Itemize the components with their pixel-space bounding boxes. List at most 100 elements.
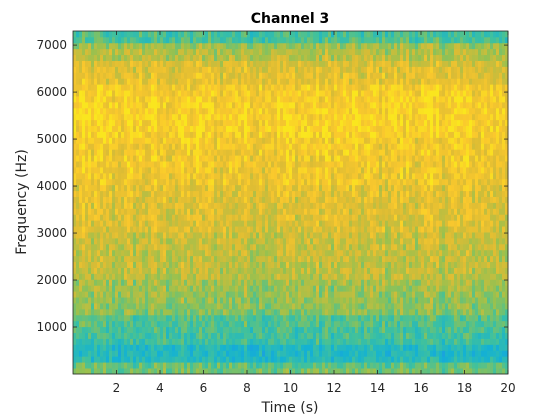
spectrogram-cell bbox=[478, 303, 482, 310]
spectrogram-cell bbox=[121, 214, 125, 221]
spectrogram-cell bbox=[394, 267, 398, 274]
spectrogram-cell bbox=[328, 249, 332, 257]
spectrogram-cell bbox=[382, 249, 386, 257]
spectrogram-cell bbox=[457, 344, 461, 351]
spectrogram-cell bbox=[457, 356, 461, 363]
spectrogram-cell bbox=[85, 208, 89, 215]
spectrogram-cell bbox=[88, 261, 92, 268]
spectrogram-cell bbox=[157, 368, 161, 375]
spectrogram-cell bbox=[499, 338, 503, 345]
spectrogram-cell bbox=[295, 214, 299, 221]
spectrogram-cell bbox=[157, 214, 161, 221]
spectrogram-cell bbox=[433, 261, 437, 268]
spectrogram-cell bbox=[85, 226, 89, 233]
spectrogram-cell bbox=[172, 285, 176, 292]
spectrogram-cell bbox=[208, 303, 212, 310]
spectrogram-cell bbox=[292, 202, 296, 209]
spectrogram-cell bbox=[331, 344, 335, 351]
spectrogram-cell bbox=[421, 255, 425, 263]
spectrogram-cell bbox=[364, 172, 368, 180]
spectrogram-cell bbox=[448, 226, 452, 233]
spectrogram-cell bbox=[349, 184, 353, 192]
spectrogram-cell bbox=[232, 226, 236, 233]
spectrogram-cell bbox=[163, 214, 167, 221]
spectrogram-cell bbox=[124, 261, 128, 268]
spectrogram-cell bbox=[331, 261, 335, 268]
spectrogram-cell bbox=[301, 368, 305, 375]
spectrogram-cell bbox=[379, 297, 383, 304]
spectrogram-cell bbox=[277, 196, 281, 203]
spectrogram-cell bbox=[451, 350, 455, 357]
spectrogram-cell bbox=[442, 190, 446, 197]
spectrogram-cell bbox=[415, 308, 419, 316]
spectrogram-cell bbox=[469, 338, 473, 345]
spectrogram-cell bbox=[235, 232, 239, 239]
spectrogram-cell bbox=[262, 267, 266, 274]
spectrogram-cell bbox=[109, 202, 113, 209]
spectrogram-cell bbox=[184, 267, 188, 274]
spectrogram-cell bbox=[445, 273, 449, 280]
spectrogram-cell bbox=[355, 308, 359, 316]
spectrogram-cell bbox=[241, 368, 245, 375]
spectrogram-cell bbox=[502, 356, 506, 363]
spectrogram-cell bbox=[145, 249, 149, 257]
spectrogram-cell bbox=[97, 196, 101, 203]
spectrogram-cell bbox=[268, 344, 272, 351]
spectrogram-cell bbox=[256, 291, 260, 298]
spectrogram-cell bbox=[289, 350, 293, 357]
spectrogram-cell bbox=[469, 273, 473, 280]
spectrogram-cell bbox=[415, 297, 419, 304]
spectrogram-cell bbox=[478, 196, 482, 203]
spectrogram-cell bbox=[139, 362, 143, 369]
spectrogram-cell bbox=[499, 208, 503, 215]
spectrogram-cell bbox=[313, 320, 317, 328]
spectrogram-cell bbox=[154, 356, 158, 363]
spectrogram-cell bbox=[331, 308, 335, 316]
spectrogram-cell bbox=[445, 326, 449, 333]
spectrogram-cell bbox=[469, 202, 473, 209]
spectrogram-cell bbox=[445, 356, 449, 363]
spectrogram-cell bbox=[151, 267, 155, 274]
spectrogram-cell bbox=[229, 326, 233, 333]
spectrogram-cell bbox=[325, 184, 329, 192]
spectrogram-cell bbox=[334, 350, 338, 357]
spectrogram-cell bbox=[115, 184, 119, 192]
spectrogram-cell bbox=[211, 184, 215, 192]
spectrogram-cell bbox=[196, 202, 200, 209]
spectrogram-cell bbox=[310, 202, 314, 209]
spectrogram-cell bbox=[151, 261, 155, 268]
spectrogram-cell bbox=[409, 237, 413, 245]
spectrogram-cell bbox=[250, 362, 254, 369]
spectrogram-cell bbox=[145, 202, 149, 209]
spectrogram-cell bbox=[265, 237, 269, 245]
spectrogram-cell bbox=[469, 261, 473, 268]
spectrogram-cell bbox=[337, 172, 341, 180]
spectrogram-cell bbox=[160, 178, 164, 186]
spectrogram-cell bbox=[442, 267, 446, 274]
spectrogram-cell bbox=[496, 326, 500, 333]
spectrogram-cell bbox=[397, 326, 401, 333]
spectrogram-cell bbox=[214, 320, 218, 328]
spectrogram-cell bbox=[139, 249, 143, 257]
spectrogram-cell bbox=[286, 208, 290, 215]
spectrogram-cell bbox=[319, 237, 323, 245]
spectrogram-cell bbox=[337, 237, 341, 245]
spectrogram-cell bbox=[169, 220, 173, 227]
spectrogram-cell bbox=[199, 308, 203, 316]
spectrogram-cell bbox=[331, 314, 335, 322]
spectrogram-cell bbox=[421, 243, 425, 251]
spectrogram-cell bbox=[451, 261, 455, 268]
spectrogram-cell bbox=[313, 172, 317, 180]
spectrogram-cell bbox=[76, 232, 80, 239]
spectrogram-cell bbox=[139, 196, 143, 203]
spectrogram-cell bbox=[259, 279, 263, 286]
spectrogram-cell bbox=[451, 226, 455, 233]
spectrogram-cell bbox=[463, 249, 467, 257]
spectrogram-cell bbox=[457, 350, 461, 357]
spectrogram-cell bbox=[472, 237, 476, 245]
spectrogram-cell bbox=[154, 232, 158, 239]
spectrogram-cell bbox=[325, 291, 329, 298]
spectrogram-cell bbox=[190, 285, 194, 292]
spectrogram-cell bbox=[376, 291, 380, 298]
spectrogram-cell bbox=[124, 350, 128, 357]
